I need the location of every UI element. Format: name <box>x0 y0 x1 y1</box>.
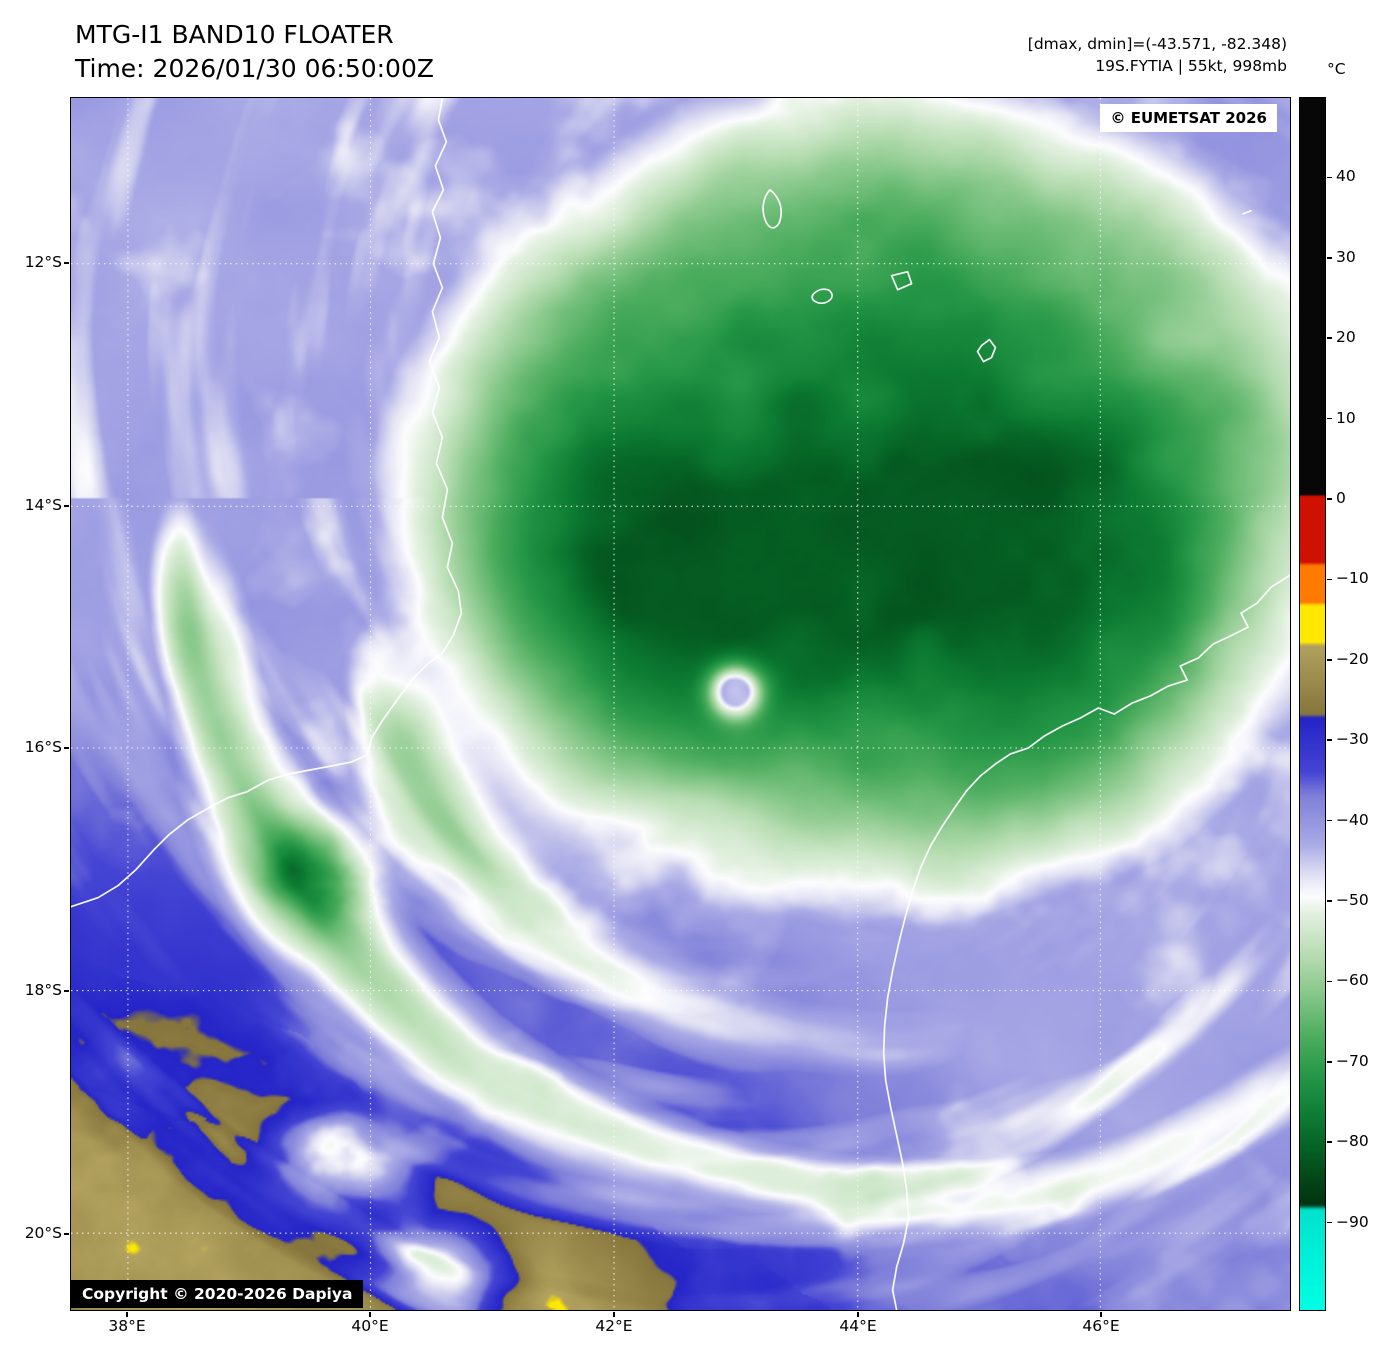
colorbar-tick-mark <box>1327 498 1332 500</box>
colorbar-tick-mark <box>1327 257 1332 259</box>
colorbar-tick-label: −60 <box>1336 971 1369 990</box>
colorbar-tick-label: −90 <box>1336 1212 1369 1231</box>
colorbar-unit-label: °C <box>1327 60 1346 78</box>
x-axis-tick-label: 40°E <box>351 1317 389 1335</box>
colorbar-tick-mark <box>1327 578 1332 581</box>
colorbar-tick-label: −20 <box>1336 649 1369 668</box>
madagascar-coastline <box>882 574 1290 1310</box>
x-axis-tick-mark <box>126 1312 128 1317</box>
dapiya-copyright-badge: Copyright © 2020-2026 Dapiya <box>71 1280 364 1308</box>
y-axis-tick-label: 14°S <box>24 495 62 514</box>
lat-lon-gridlines <box>71 98 1290 1310</box>
colorbar-tick-label: −10 <box>1336 569 1369 588</box>
y-axis-tick-mark <box>64 990 69 992</box>
y-axis-tick-mark <box>64 1233 69 1235</box>
colorbar-tick-mark <box>1327 417 1332 420</box>
colorbar-tick-label: 10 <box>1336 408 1356 427</box>
colorbar-tick-mark <box>1327 659 1332 661</box>
colorbar-tick-mark <box>1327 739 1332 741</box>
colorbar-tick-mark <box>1327 1221 1332 1224</box>
colorbar-tick-label: 30 <box>1336 247 1356 266</box>
colorbar-tick-label: −50 <box>1336 890 1369 909</box>
x-axis-tick-mark <box>1100 1312 1102 1317</box>
x-axis-tick-mark <box>857 1312 859 1317</box>
map-overlay <box>71 98 1290 1310</box>
comoros-islands <box>762 188 1252 363</box>
satellite-map: © EUMETSAT 2026 Copyright © 2020-2026 Da… <box>70 97 1291 1311</box>
product-title: MTG-I1 BAND10 FLOATER <box>75 20 394 49</box>
colorbar-tick-label: 40 <box>1336 167 1356 186</box>
colorbar-tick-mark <box>1327 1141 1332 1143</box>
x-axis-tick-label: 38°E <box>108 1317 146 1335</box>
y-axis-tick-label: 18°S <box>24 980 62 999</box>
colorbar-tick-mark <box>1327 176 1332 179</box>
eumetsat-copyright-badge: © EUMETSAT 2026 <box>1100 104 1277 132</box>
colorbar-tick-label: 20 <box>1336 328 1356 347</box>
storm-info-label: 19S.FYTIA | 55kt, 998mb <box>1095 57 1287 75</box>
mozambique-coastline <box>71 98 463 908</box>
colorbar-tick-label: −80 <box>1336 1132 1369 1151</box>
colorbar-tick-label: −70 <box>1336 1051 1369 1070</box>
x-axis-tick-mark <box>369 1312 371 1317</box>
product-time-label: Time: 2026/01/30 06:50:00Z <box>75 54 434 83</box>
x-axis-tick-label: 44°E <box>839 1317 877 1335</box>
satellite-image-canvas <box>71 98 1290 1310</box>
colorbar-tick-label: −40 <box>1336 810 1369 829</box>
x-axis-tick-label: 46°E <box>1082 1317 1120 1335</box>
colorbar-tick-label: −30 <box>1336 730 1369 749</box>
colorbar-tick-mark <box>1327 1061 1332 1063</box>
y-axis-tick-label: 20°S <box>24 1224 62 1243</box>
y-axis-tick-label: 12°S <box>24 252 62 271</box>
colorbar-tick-mark <box>1327 819 1332 822</box>
y-axis-tick-mark <box>64 262 69 264</box>
title-block: MTG-I1 BAND10 FLOATER Time: 2026/01/30 0… <box>75 18 434 86</box>
dmax-dmin-label: [dmax, dmin]=(-43.571, -82.348) <box>1027 35 1287 53</box>
y-axis-tick-mark <box>64 747 69 749</box>
y-axis-tick-label: 16°S <box>24 738 62 757</box>
colorbar-tick-mark <box>1327 900 1332 902</box>
x-axis-tick-label: 42°E <box>595 1317 633 1335</box>
colorbar <box>1299 97 1326 1311</box>
colorbar-tick-mark <box>1327 337 1332 339</box>
colorbar-tick-mark <box>1327 980 1332 983</box>
colorbar-tick-label: 0 <box>1336 488 1346 507</box>
coastlines <box>71 98 1290 1310</box>
colorbar-gradient <box>1300 98 1325 1310</box>
info-block: [dmax, dmin]=(-43.571, -82.348) 19S.FYTI… <box>1028 33 1287 77</box>
y-axis-tick-mark <box>64 505 69 507</box>
x-axis-tick-mark <box>613 1312 615 1317</box>
